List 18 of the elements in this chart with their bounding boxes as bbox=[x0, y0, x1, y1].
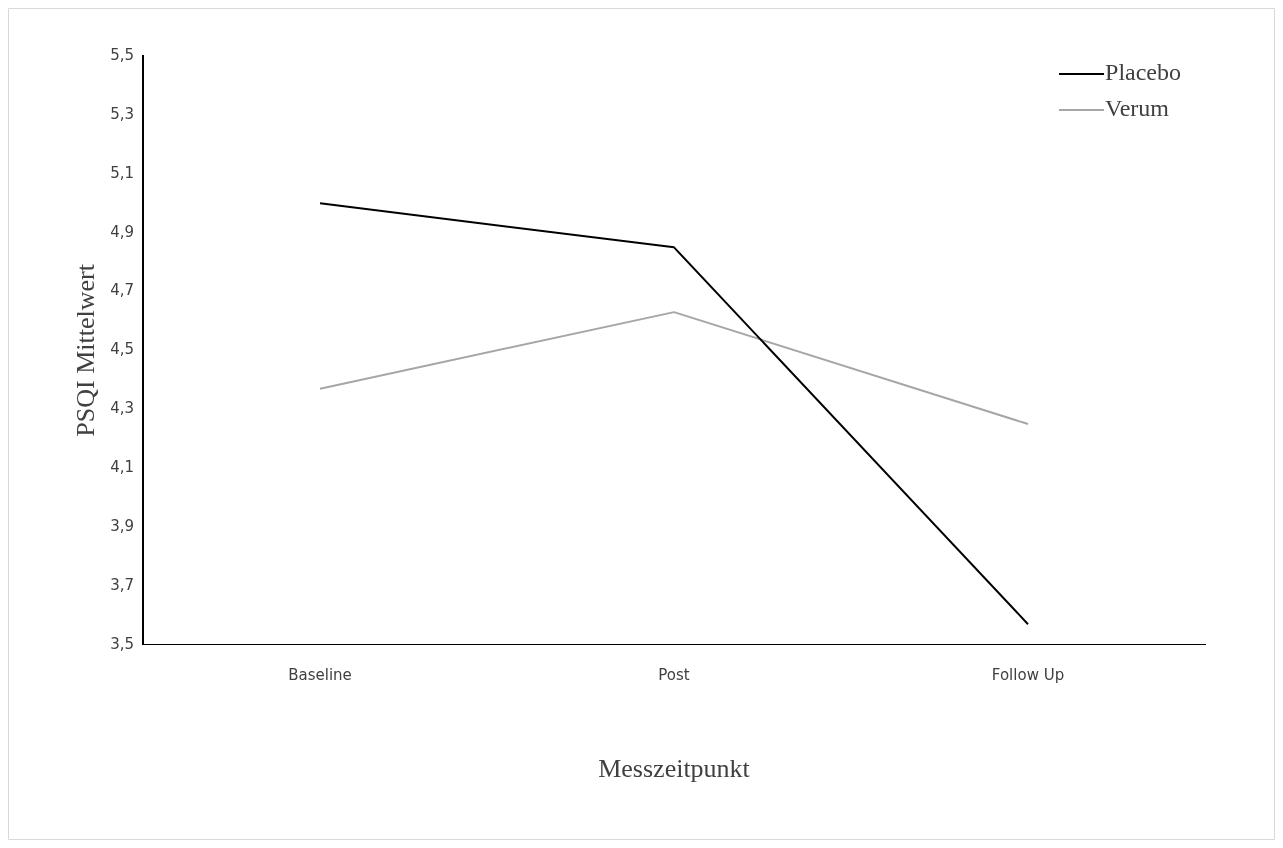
legend-label: Verum bbox=[1105, 95, 1170, 122]
y-tick-label: 3,7 bbox=[110, 575, 135, 594]
x-axis-title: Messzeitpunkt bbox=[598, 754, 751, 784]
y-tick-label: 4,1 bbox=[110, 458, 135, 477]
y-tick-label: 5,5 bbox=[110, 45, 135, 64]
legend-label: Placebo bbox=[1105, 59, 1182, 86]
y-axis-title: PSQI Mittelwert bbox=[71, 263, 101, 437]
y-tick-label: 5,3 bbox=[110, 104, 135, 123]
y-tick-label: 4,3 bbox=[110, 399, 135, 418]
x-tick-label: Post bbox=[658, 665, 690, 684]
y-tick-label: 5,1 bbox=[110, 163, 135, 182]
y-tick-label: 4,9 bbox=[110, 222, 135, 241]
y-tick-label: 4,7 bbox=[110, 281, 135, 300]
y-tick-label: 3,9 bbox=[110, 516, 135, 535]
y-tick-label: 4,5 bbox=[110, 340, 135, 359]
x-tick-label: Follow Up bbox=[991, 665, 1065, 684]
x-tick-label: Baseline bbox=[288, 665, 352, 684]
y-tick-label: 3,5 bbox=[110, 634, 135, 653]
